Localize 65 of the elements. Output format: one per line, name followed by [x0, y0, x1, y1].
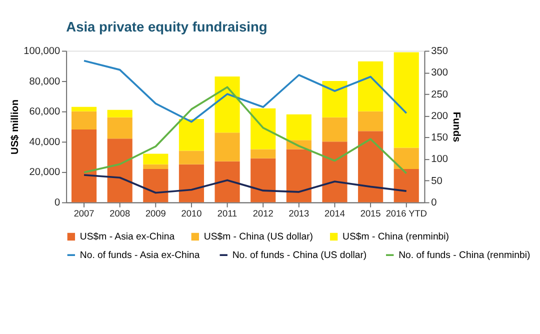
y2-tick-label: 100 [431, 154, 448, 166]
y2-tick-label: 200 [431, 110, 448, 122]
bar [107, 138, 132, 202]
bar [71, 106, 97, 112]
bar [250, 158, 276, 202]
y2-tick-label: 300 [431, 68, 448, 79]
bar [107, 117, 132, 139]
legend-label: US$m - China (renminbi) [342, 231, 450, 242]
x-tick-label: 2010 [181, 208, 202, 219]
legend-label: No. of funds - China (US dollar) [232, 250, 367, 261]
legend-label: No. of funds - China (renminbi) [398, 250, 530, 261]
bar [322, 81, 348, 118]
bar [358, 131, 384, 202]
bar [214, 76, 240, 133]
bar [71, 130, 97, 202]
bar [322, 142, 348, 202]
bar [286, 149, 312, 202]
bar [143, 154, 168, 164]
bar [214, 132, 240, 162]
bar [394, 148, 419, 169]
y2-tick-label: 0 [431, 198, 438, 208]
x-tick-label: 2007 [74, 208, 94, 219]
x-tick-label: 2013 [288, 208, 310, 219]
legend-label: US$m - China (US dollar) [204, 231, 314, 242]
line-series [83, 174, 408, 194]
x-tick-label: 2009 [145, 208, 166, 219]
y-axis-title: US$ million [10, 99, 22, 154]
x-tick-label: 2012 [252, 208, 274, 219]
chart-title: Asia private equity fundraising [66, 19, 268, 34]
bar [107, 110, 132, 118]
bar [178, 150, 204, 164]
y2-tick-label: 50 [431, 176, 443, 187]
y2-tick-label: 250 [431, 89, 448, 100]
bar [286, 114, 312, 140]
y2-tick-label: 150 [431, 132, 448, 144]
y-tick-label: 80,000 [29, 76, 61, 88]
bar [178, 118, 204, 151]
line-series [83, 86, 408, 174]
bar [250, 108, 276, 150]
y-tick-label: 40,000 [29, 136, 61, 148]
x-tick-label: 2014 [324, 208, 345, 219]
y-tick-label: 60,000 [29, 106, 61, 118]
bar [394, 52, 419, 148]
x-tick-label: 2015 [360, 208, 381, 219]
line-series [83, 60, 408, 123]
x-tick-label: 2011 [217, 208, 238, 219]
bar [250, 149, 276, 158]
bar [143, 168, 168, 202]
bar [358, 111, 384, 132]
bar [71, 111, 97, 130]
y-tick-label: 20,000 [29, 167, 61, 178]
x-tick-label: 2008 [110, 208, 130, 219]
y2-axis-title: Funds [450, 112, 462, 142]
x-tick-label: 2016 YTD [386, 208, 428, 219]
legend-label: No. of funds - Asia ex-China [80, 250, 200, 261]
y-tick-label: 100,000 [24, 46, 61, 57]
bar [143, 164, 168, 169]
bar [394, 168, 419, 202]
bar [358, 61, 384, 112]
y-tick-label: 0 [54, 198, 61, 208]
bar [178, 164, 204, 202]
bar [322, 117, 348, 142]
y2-tick-label: 350 [431, 46, 448, 57]
bar [214, 161, 240, 202]
legend-label: US$m - Asia ex-China [80, 231, 176, 242]
